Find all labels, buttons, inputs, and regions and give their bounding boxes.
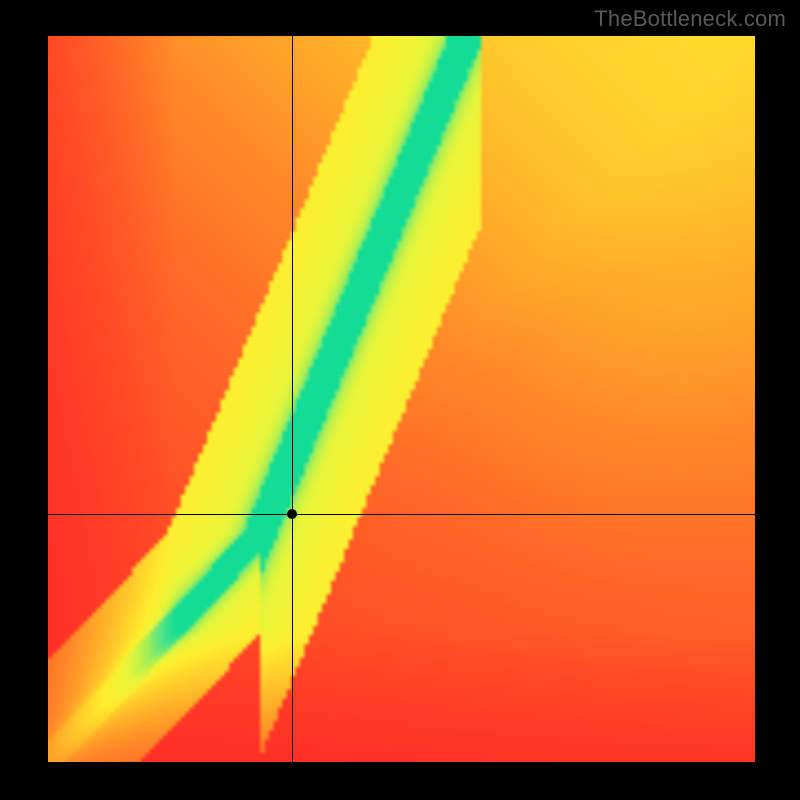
heatmap-canvas	[48, 36, 755, 762]
crosshair-vertical	[292, 36, 293, 762]
heatmap-plot-area	[48, 36, 755, 762]
crosshair-horizontal	[48, 514, 755, 515]
watermark-text: TheBottleneck.com	[594, 6, 786, 32]
crosshair-marker	[287, 509, 297, 519]
